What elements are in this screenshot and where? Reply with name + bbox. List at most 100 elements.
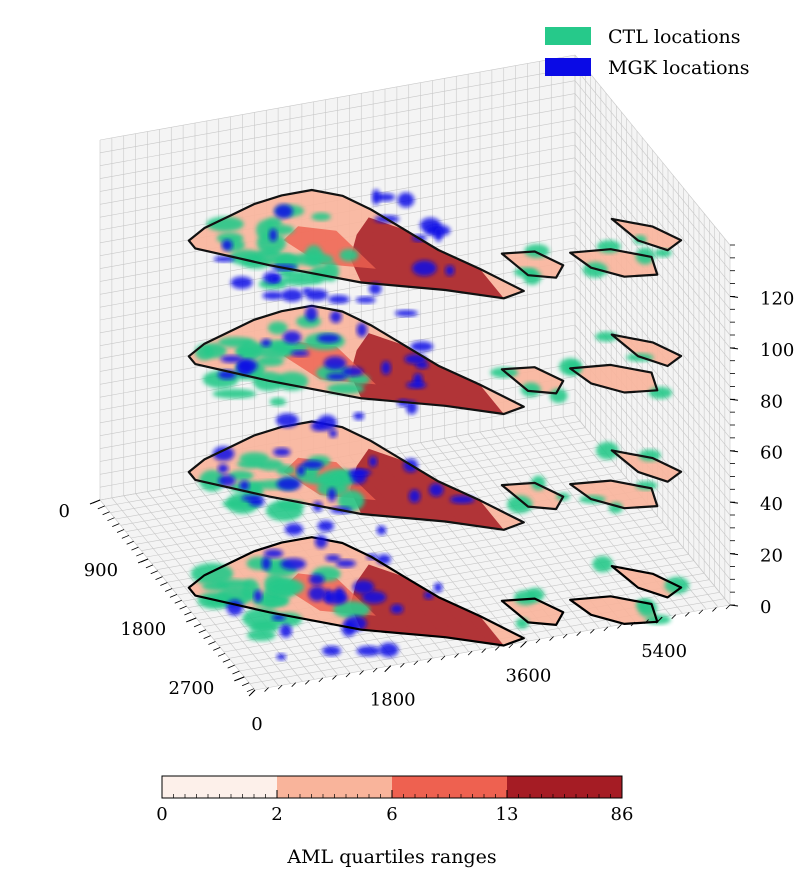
y-minor-tick bbox=[213, 647, 221, 651]
x-minor-tick bbox=[671, 614, 676, 619]
mgk-blob bbox=[322, 645, 341, 656]
colorbar-tick-label: 0 bbox=[156, 804, 167, 825]
ctl-blob bbox=[347, 374, 370, 385]
mgk-blob bbox=[412, 260, 437, 276]
mgk-blob bbox=[408, 489, 421, 503]
back-grid-line bbox=[99, 54, 576, 141]
ctl-blob bbox=[339, 248, 359, 262]
y-minor-tick bbox=[116, 529, 125, 533]
mgk-blob bbox=[296, 465, 305, 476]
mgk-blob bbox=[239, 480, 250, 491]
y-minor-tick bbox=[169, 593, 178, 598]
colorbar-tick-label: 13 bbox=[496, 804, 519, 825]
mgk-blob bbox=[275, 413, 299, 428]
y-minor-tick bbox=[131, 546, 139, 551]
x-minor-tick bbox=[250, 689, 256, 695]
x-minor-tick bbox=[454, 653, 459, 658]
z-tick-label: 60 bbox=[760, 443, 783, 464]
mgk-blob bbox=[352, 580, 375, 594]
right-grid-line bbox=[574, 106, 731, 297]
colorbar: 0 2 6 13 86 AML quartiles ranges bbox=[156, 775, 634, 868]
ctl-blob bbox=[592, 555, 613, 573]
colorbar-tick-label: 86 bbox=[611, 804, 634, 825]
slice-hot-region bbox=[350, 217, 504, 299]
right-grid-line bbox=[574, 183, 731, 374]
colorbar-cell bbox=[162, 776, 277, 798]
back-grid-line bbox=[99, 67, 576, 154]
mgk-blob bbox=[305, 289, 328, 301]
x-tick-label: 5400 bbox=[641, 641, 687, 662]
ctl-blob bbox=[266, 578, 305, 596]
y-minor-tick bbox=[217, 652, 226, 657]
ctl-blob bbox=[239, 452, 270, 465]
mgk-blob bbox=[353, 412, 365, 420]
slice-base bbox=[611, 566, 682, 598]
mgk-blob bbox=[329, 310, 342, 323]
x-minor-tick bbox=[277, 684, 283, 690]
z-tick-label: 0 bbox=[760, 597, 771, 618]
slice-outline bbox=[500, 481, 565, 511]
mgk-blob bbox=[290, 350, 310, 357]
mgk-blob bbox=[434, 227, 443, 242]
mgk-blob bbox=[325, 554, 341, 562]
x-minor-tick bbox=[535, 638, 541, 644]
mgk-blob bbox=[371, 189, 381, 205]
mgk-blob bbox=[355, 296, 376, 304]
x-minor-tick bbox=[332, 675, 337, 680]
mgk-blob bbox=[323, 356, 347, 370]
y-minor-tick bbox=[145, 564, 154, 569]
slice-outline bbox=[187, 304, 525, 416]
ctl-blob bbox=[195, 343, 214, 361]
mgk-blob bbox=[317, 414, 337, 431]
z-tick-label: 80 bbox=[760, 391, 783, 412]
mgk-blob bbox=[270, 275, 281, 283]
legend-swatch-mgk bbox=[545, 58, 591, 76]
y-minor-tick bbox=[174, 599, 182, 604]
mgk-blob bbox=[433, 582, 443, 593]
back-grid-line bbox=[99, 363, 576, 449]
y-minor-tick bbox=[203, 635, 211, 639]
mgk-blob bbox=[260, 338, 272, 347]
x-minor-tick bbox=[318, 677, 324, 683]
mgk-blob bbox=[276, 477, 302, 491]
slice-base bbox=[570, 596, 658, 624]
mgk-blob bbox=[406, 400, 418, 415]
slice-base bbox=[570, 249, 658, 277]
y-tick-label: 1800 bbox=[120, 619, 166, 640]
mgk-blob bbox=[230, 276, 253, 289]
x-minor-tick bbox=[698, 609, 704, 615]
back-grid-line bbox=[99, 106, 576, 192]
y-minor-tick bbox=[107, 517, 115, 522]
x-minor-tick bbox=[400, 663, 405, 668]
mgk-blob bbox=[274, 204, 293, 219]
ctl-blob bbox=[515, 617, 529, 629]
tissue-slices bbox=[187, 188, 690, 661]
x-minor-tick bbox=[359, 670, 364, 675]
y-minor-tick bbox=[193, 623, 202, 628]
ctl-blob bbox=[190, 563, 234, 585]
slice-outline bbox=[610, 217, 683, 252]
ctl-blob bbox=[337, 490, 365, 512]
slice-outline bbox=[187, 188, 525, 300]
x-tick-label: 3600 bbox=[506, 665, 552, 686]
slice-layer bbox=[187, 536, 690, 661]
ctl-blob bbox=[333, 601, 371, 619]
mgk-blob bbox=[327, 487, 337, 502]
right-grid-line bbox=[574, 80, 731, 271]
x-minor-tick bbox=[508, 643, 514, 649]
mgk-blob bbox=[356, 322, 368, 337]
mgk-blob bbox=[376, 525, 387, 536]
y-minor-tick bbox=[102, 511, 110, 516]
y-minor-tick bbox=[198, 629, 206, 634]
y-axis-tick-labels: 0 900 1800 2700 bbox=[59, 501, 215, 699]
x-minor-tick bbox=[427, 658, 432, 663]
slice-base bbox=[611, 218, 682, 251]
x-minor-tick bbox=[603, 626, 609, 632]
y-minor-tick bbox=[112, 523, 120, 527]
y-minor-tick bbox=[164, 588, 173, 592]
mgk-blob bbox=[276, 653, 286, 661]
ctl-blob bbox=[513, 590, 538, 606]
x-minor-tick bbox=[413, 660, 419, 666]
y-tick-label: 900 bbox=[84, 560, 118, 581]
y-minor-tick bbox=[150, 570, 158, 575]
